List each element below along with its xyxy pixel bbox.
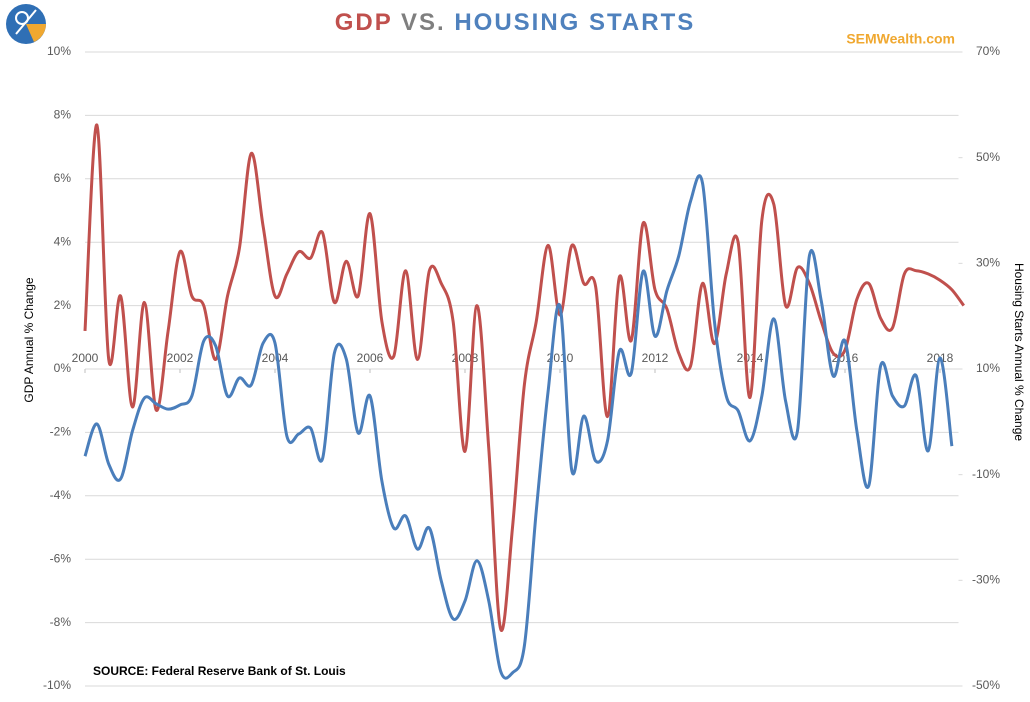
y-tick-label: -6%: [50, 551, 72, 565]
title-part: HOUSING STARTS: [454, 9, 695, 36]
y-tick-label: -10%: [43, 678, 71, 692]
series-line: [83, 174, 954, 680]
chart-title: GDP VS. HOUSING STARTS: [335, 9, 696, 36]
y-tick-label: 0%: [54, 361, 72, 375]
x-tick-label: 2002: [167, 351, 194, 365]
y2-axis-label: Housing Starts Annual % Change: [1012, 263, 1026, 441]
y-tick-label: -2%: [50, 425, 72, 439]
y2-tick-label: -10%: [972, 467, 1000, 481]
x-tick-label: 2012: [642, 351, 669, 365]
y2-tick-label: 30%: [976, 256, 1000, 270]
x-tick-label: 2014: [737, 351, 764, 365]
y-tick-label: 6%: [54, 171, 72, 185]
y2-tick-label: 10%: [976, 361, 1000, 375]
y-tick-label: 4%: [54, 234, 72, 248]
x-tick-label: 2006: [357, 351, 384, 365]
y2-tick-label: 50%: [976, 150, 1000, 164]
title-part: VS.: [401, 9, 446, 36]
y-tick-label: 8%: [54, 108, 72, 122]
y-tick-label: 2%: [54, 298, 72, 312]
y-axis-label: GDP Annual % Change: [22, 277, 36, 403]
y-tick-label: -8%: [50, 615, 72, 629]
y2-tick-label: 70%: [976, 44, 1000, 58]
series-line: [83, 123, 965, 632]
y-tick-label: -4%: [50, 488, 72, 502]
title-part: GDP: [335, 9, 393, 36]
y-tick-label: 10%: [47, 44, 71, 58]
source-note: SOURCE: Federal Reserve Bank of St. Loui…: [93, 664, 346, 678]
y2-tick-label: -50%: [972, 678, 1000, 692]
y2-tick-label: -30%: [972, 573, 1000, 587]
x-tick-label: 2010: [547, 351, 574, 365]
x-tick-label: 2004: [262, 351, 289, 365]
logo: [6, 4, 46, 44]
x-tick-label: 2000: [72, 351, 99, 365]
brand: SEMWealth.com: [846, 31, 955, 47]
x-tick-label: 2016: [832, 351, 859, 365]
